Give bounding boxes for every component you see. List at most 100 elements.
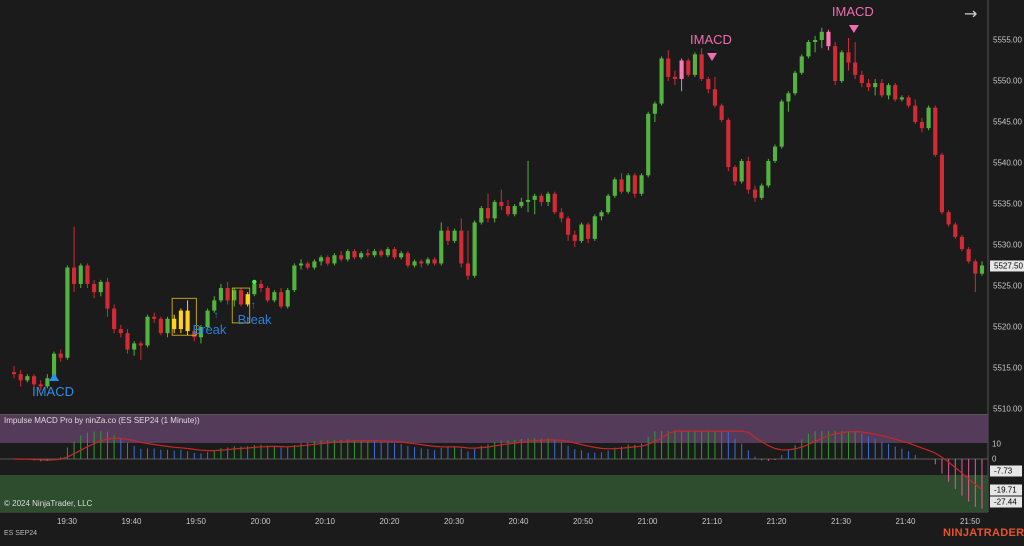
price-tick-label: 5550.00 bbox=[993, 76, 1022, 86]
price-tick-label: 5515.00 bbox=[993, 363, 1022, 373]
candle-body bbox=[238, 290, 244, 305]
candle bbox=[919, 117, 924, 133]
candle-body bbox=[252, 283, 257, 295]
candle-body bbox=[919, 122, 924, 129]
candle bbox=[746, 156, 751, 194]
candle bbox=[519, 197, 524, 209]
candle bbox=[352, 249, 357, 260]
candle-body bbox=[632, 175, 637, 194]
candle bbox=[826, 29, 831, 51]
candle bbox=[425, 257, 430, 266]
time-tick-label: 20:00 bbox=[250, 517, 271, 526]
brand-logo[interactable]: NINJATRADER bbox=[943, 527, 1024, 539]
candle-body bbox=[746, 160, 751, 190]
price-tick-label: 5540.00 bbox=[993, 158, 1022, 168]
price-tick-label: 5530.00 bbox=[993, 240, 1022, 250]
candle bbox=[305, 261, 310, 270]
candle-body bbox=[586, 224, 591, 239]
candle bbox=[38, 380, 43, 391]
candle bbox=[58, 349, 63, 362]
break-box bbox=[171, 297, 197, 336]
candle bbox=[712, 76, 718, 108]
candle bbox=[298, 259, 304, 270]
candle-body bbox=[726, 119, 731, 168]
candle bbox=[258, 279, 264, 293]
price-tick-label: 5520.00 bbox=[993, 322, 1022, 332]
candle bbox=[659, 56, 664, 106]
break-dot bbox=[252, 279, 257, 285]
candle bbox=[265, 286, 270, 303]
candle bbox=[726, 117, 731, 172]
price-tick-label: 5525.00 bbox=[993, 281, 1022, 291]
candle-body bbox=[859, 74, 864, 84]
candle-body bbox=[145, 316, 150, 346]
candle-body bbox=[205, 310, 210, 327]
candle bbox=[893, 83, 898, 102]
candle-body bbox=[939, 154, 945, 213]
candle bbox=[819, 27, 824, 49]
candle-body bbox=[385, 249, 390, 256]
candle bbox=[31, 374, 37, 389]
candle bbox=[873, 78, 878, 96]
candle bbox=[472, 220, 477, 278]
candle bbox=[532, 193, 537, 215]
candle-body bbox=[786, 93, 791, 102]
candle bbox=[172, 314, 177, 334]
candle-body bbox=[599, 212, 604, 217]
candle bbox=[72, 226, 77, 293]
candle-body bbox=[799, 56, 804, 73]
candle-body bbox=[118, 329, 123, 334]
candle bbox=[125, 329, 130, 354]
candle bbox=[132, 341, 137, 356]
candle bbox=[559, 208, 564, 223]
time-tick-label: 20:50 bbox=[572, 517, 594, 526]
candle-body bbox=[265, 288, 270, 301]
candle-body bbox=[626, 175, 631, 192]
candle-body bbox=[679, 60, 684, 79]
candle-body bbox=[405, 253, 410, 266]
price-tick-label: 5510.00 bbox=[993, 404, 1022, 414]
candle bbox=[505, 199, 511, 217]
candle bbox=[232, 288, 237, 307]
candle bbox=[946, 210, 951, 227]
candle bbox=[45, 374, 50, 389]
candle bbox=[626, 173, 631, 194]
candle bbox=[752, 185, 758, 202]
candle-body bbox=[412, 261, 417, 266]
candle-body bbox=[499, 201, 504, 207]
candle-body bbox=[813, 40, 818, 43]
time-tick-label: 21:20 bbox=[766, 517, 787, 526]
candle bbox=[599, 210, 604, 221]
indicator-lower-band bbox=[0, 475, 988, 512]
candle-body bbox=[18, 374, 23, 381]
candle-body bbox=[846, 52, 851, 63]
candle-body bbox=[899, 97, 904, 100]
candle-body bbox=[492, 201, 497, 219]
candle-body bbox=[966, 249, 971, 262]
candle bbox=[112, 304, 117, 334]
time-tick-label: 19:40 bbox=[121, 517, 142, 526]
candle bbox=[105, 277, 110, 317]
candle bbox=[499, 189, 504, 211]
candle-body bbox=[739, 160, 744, 182]
time-tick-label: 20:20 bbox=[379, 517, 400, 526]
candle bbox=[926, 105, 931, 131]
candle bbox=[966, 247, 971, 264]
candle-body bbox=[465, 263, 471, 276]
arrow-right-icon[interactable]: → bbox=[964, 4, 978, 23]
candle bbox=[178, 308, 183, 334]
indicator-tick-label: 10 bbox=[992, 439, 1001, 448]
candle bbox=[92, 279, 97, 299]
break-label: Break bbox=[192, 322, 227, 337]
time-tick-label: 21:40 bbox=[895, 517, 916, 526]
copyright-text: © 2024 NinjaTrader, LLC bbox=[4, 499, 93, 508]
break-arrow-icon: ↑ bbox=[213, 310, 218, 321]
price-tick-label: 5535.00 bbox=[993, 199, 1022, 209]
candle-body bbox=[699, 54, 704, 79]
candle-body bbox=[138, 343, 143, 346]
candle bbox=[439, 222, 444, 266]
candle-body bbox=[225, 288, 230, 301]
time-tick-label: 20:40 bbox=[508, 517, 529, 526]
